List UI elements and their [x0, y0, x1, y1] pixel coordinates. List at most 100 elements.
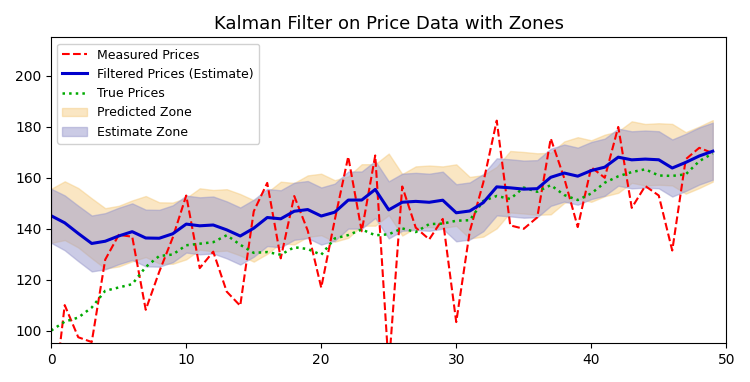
True Prices: [640, 167, 650, 172]
True Prices: [290, 245, 298, 249]
Filtered Prices (Estimate): [465, 209, 474, 213]
Measured Prices: [344, 154, 352, 159]
Measured Prices: [573, 225, 582, 229]
True Prices: [506, 197, 515, 201]
True Prices: [74, 315, 82, 320]
True Prices: [452, 219, 460, 223]
Filtered Prices (Estimate): [614, 155, 622, 159]
Filtered Prices (Estimate): [681, 160, 690, 165]
True Prices: [370, 233, 380, 238]
True Prices: [222, 233, 231, 238]
Measured Prices: [614, 125, 622, 129]
Measured Prices: [262, 181, 272, 185]
True Prices: [681, 172, 690, 176]
Measured Prices: [316, 285, 326, 290]
True Prices: [344, 233, 352, 237]
Measured Prices: [87, 340, 96, 344]
True Prices: [560, 193, 568, 197]
True Prices: [627, 170, 636, 174]
Filtered Prices (Estimate): [316, 214, 326, 219]
Filtered Prices (Estimate): [546, 175, 555, 180]
True Prices: [168, 252, 177, 257]
Measured Prices: [276, 256, 285, 261]
Filtered Prices (Estimate): [452, 210, 460, 215]
Measured Prices: [330, 218, 339, 222]
Filtered Prices (Estimate): [506, 186, 515, 190]
Filtered Prices (Estimate): [87, 241, 96, 246]
Filtered Prices (Estimate): [249, 226, 258, 230]
Measured Prices: [249, 209, 258, 214]
True Prices: [708, 151, 717, 156]
Measured Prices: [424, 237, 433, 242]
True Prices: [668, 173, 676, 178]
Measured Prices: [478, 180, 488, 185]
Measured Prices: [209, 249, 218, 254]
Measured Prices: [128, 235, 136, 239]
True Prices: [694, 159, 703, 163]
Filtered Prices (Estimate): [654, 157, 663, 162]
Filtered Prices (Estimate): [154, 236, 164, 241]
Filtered Prices (Estimate): [303, 207, 312, 212]
Measured Prices: [694, 146, 703, 150]
True Prices: [519, 185, 528, 190]
Filtered Prices (Estimate): [560, 171, 568, 175]
Filtered Prices (Estimate): [46, 214, 56, 218]
True Prices: [398, 226, 406, 231]
True Prices: [330, 236, 339, 241]
True Prices: [316, 253, 326, 257]
Measured Prices: [560, 176, 568, 181]
Measured Prices: [532, 215, 542, 220]
Measured Prices: [100, 257, 109, 262]
Filtered Prices (Estimate): [586, 168, 596, 173]
Measured Prices: [668, 248, 676, 253]
Filtered Prices (Estimate): [114, 234, 123, 238]
True Prices: [532, 189, 542, 194]
Filtered Prices (Estimate): [344, 198, 352, 202]
Filtered Prices (Estimate): [128, 229, 136, 234]
Filtered Prices (Estimate): [100, 239, 109, 244]
Filtered Prices (Estimate): [141, 236, 150, 240]
Filtered Prices (Estimate): [222, 228, 231, 232]
Filtered Prices (Estimate): [627, 157, 636, 162]
True Prices: [357, 227, 366, 232]
Filtered Prices (Estimate): [694, 154, 703, 158]
Filtered Prices (Estimate): [168, 231, 177, 236]
Measured Prices: [654, 193, 663, 198]
True Prices: [236, 243, 244, 247]
Filtered Prices (Estimate): [209, 223, 218, 227]
True Prices: [100, 288, 109, 293]
Measured Prices: [303, 228, 312, 233]
True Prices: [182, 243, 190, 248]
True Prices: [262, 250, 272, 254]
Measured Prices: [492, 118, 501, 123]
Filtered Prices (Estimate): [276, 217, 285, 221]
Measured Prices: [411, 225, 420, 230]
Measured Prices: [640, 184, 650, 188]
Filtered Prices (Estimate): [424, 200, 433, 205]
True Prices: [249, 251, 258, 255]
Measured Prices: [168, 235, 177, 240]
Measured Prices: [357, 229, 366, 233]
Measured Prices: [600, 175, 609, 180]
Line: True Prices: True Prices: [51, 154, 712, 330]
True Prices: [411, 230, 420, 235]
Filtered Prices (Estimate): [370, 187, 380, 192]
Measured Prices: [438, 217, 447, 221]
Filtered Prices (Estimate): [411, 199, 420, 204]
Filtered Prices (Estimate): [357, 198, 366, 202]
True Prices: [46, 328, 56, 333]
True Prices: [276, 253, 285, 257]
Line: Filtered Prices (Estimate): Filtered Prices (Estimate): [51, 151, 712, 243]
Measured Prices: [452, 320, 460, 324]
True Prices: [586, 191, 596, 196]
Measured Prices: [546, 136, 555, 141]
Measured Prices: [627, 206, 636, 210]
Filtered Prices (Estimate): [384, 207, 393, 212]
True Prices: [114, 285, 123, 290]
Filtered Prices (Estimate): [330, 210, 339, 214]
Line: Measured Prices: Measured Prices: [51, 121, 712, 382]
Measured Prices: [384, 366, 393, 370]
True Prices: [195, 241, 204, 246]
Filtered Prices (Estimate): [60, 220, 69, 225]
True Prices: [438, 221, 447, 226]
